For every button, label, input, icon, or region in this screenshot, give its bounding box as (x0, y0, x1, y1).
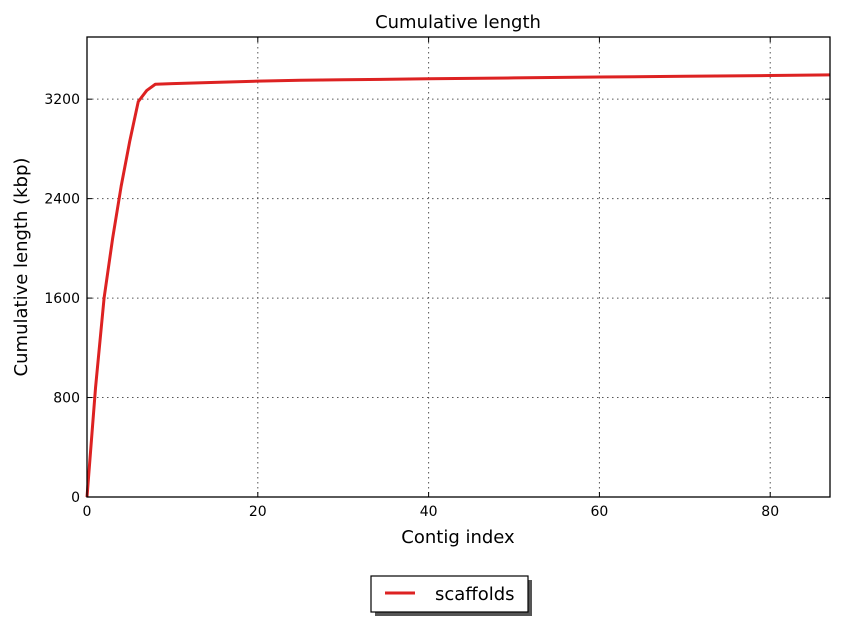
y-tick-label: 2400 (44, 192, 80, 208)
x-tick-label: 60 (590, 504, 608, 520)
series-layer (85, 73, 831, 498)
plot-frame (86, 36, 831, 498)
series-line-scaffolds (85, 73, 831, 498)
x-tick-label: 80 (761, 504, 779, 520)
chart-title: Cumulative length (375, 12, 541, 33)
y-tick-label: 800 (53, 391, 80, 407)
legend-label: scaffolds (435, 584, 515, 605)
y-tick-label: 0 (71, 490, 80, 506)
legend: scaffolds (370, 575, 532, 616)
grid (87, 37, 830, 497)
x-tick-label: 0 (83, 504, 92, 520)
x-tick-label: 40 (420, 504, 438, 520)
y-tick-label: 1600 (44, 291, 80, 307)
x-tick-label: 20 (249, 504, 267, 520)
x-axis-title: Contig index (401, 527, 515, 548)
y-axis-title: Cumulative length (kbp) (11, 158, 32, 377)
y-tick-label: 3200 (44, 92, 80, 108)
